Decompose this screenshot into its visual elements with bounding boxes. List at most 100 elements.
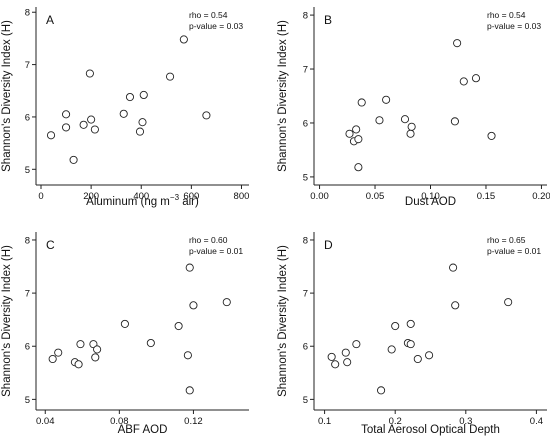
data-point [453,39,462,48]
panel-b: 5 6 7 8 0.00 0.05 0.10 0.15 0.20 B rho = 0.54p-val… [277,7,550,208]
data-point [90,125,99,134]
data-point [406,319,415,328]
data-point [91,353,100,362]
x-tick-label: 0.05 [366,191,385,202]
data-point [93,345,102,354]
data-point [54,348,63,357]
y-tick-label: 6 [25,112,30,123]
y-tick-label: 7 [303,65,308,76]
y-tick-label: 7 [303,289,308,300]
panel-label: B [324,13,332,27]
rho-label: rho = 0.60 [189,235,228,245]
data-point [400,115,410,124]
x-tick-label: 600 [183,191,199,202]
y-tick-label: 5 [303,395,308,406]
data-point [69,155,78,164]
y-tick-label: 8 [303,11,308,22]
y-axis-title: Shannon's Diversity Index (H) [1,245,13,397]
x-tick-label: 0.10 [421,191,440,202]
y-tick-label: 6 [303,118,308,129]
y-axis-title: Shannon's Diversity Index (H) [277,245,289,397]
data-point [391,321,400,331]
y-tick-label: 7 [25,289,30,300]
data-point [327,352,336,361]
data-point [352,340,361,349]
rho-label: rho = 0.54 [487,10,526,20]
y-tick-label: 7 [25,60,30,71]
data-point [504,298,513,307]
data-point [48,354,57,364]
x-tick-label: 0.15 [477,191,496,202]
panel-c: 5 6 7 8 0.04 0.08 0.12 C rho = 0.60p-value = 0.0… [1,232,249,436]
x-tick-label: 800 [234,191,250,202]
data-point [382,95,391,104]
x-axis-title: ABF AOD [118,424,168,436]
data-point [352,125,361,134]
p-value-label: p-value = 0.03 [487,21,541,31]
data-point [413,354,422,364]
data-point [146,339,155,348]
x-tick-label: 0.20 [532,191,550,202]
data-point [341,348,350,357]
x-tick-label: 400 [133,191,149,202]
data-point [406,129,415,138]
x-tick-label: 0.1 [318,416,331,427]
y-tick-label: 8 [25,8,30,19]
y-tick-label: 5 [25,395,30,406]
data-point [343,358,352,367]
data-point [62,110,71,119]
data-point [357,98,366,107]
data-point [138,118,147,127]
data-point [451,301,460,310]
data-point [183,351,192,360]
data-point [345,129,354,138]
x-tick-label: 0 [38,191,43,202]
data-point [125,92,135,102]
data-point [487,131,496,140]
x-tick-label: 0.2 [389,416,402,427]
x-tick-label: 0.12 [184,416,203,427]
data-point [139,90,148,100]
x-axis-title: Total Aerosol Optical Depth [361,424,500,436]
panel-label: D [324,238,333,252]
y-tick-label: 5 [303,172,308,183]
data-point [174,321,183,331]
x-tick-label: 0.04 [36,416,55,427]
x-tick-label: 200 [83,191,99,202]
data-point [354,135,363,144]
y-tick-label: 8 [25,235,30,246]
data-point [76,340,85,349]
x-tick-label: 0.00 [310,191,329,202]
panel-d: 5 6 7 8 0.1 0.2 0.3 0.4 D rho = 0.65p-value = 0.0… [277,232,547,436]
data-point [377,386,386,395]
x-tick-label: 0.08 [110,416,129,427]
data-point [331,360,340,369]
data-point [450,117,459,126]
data-point [387,345,396,354]
rho-label: rho = 0.54 [189,10,228,20]
y-tick-label: 6 [303,342,308,353]
rho-label: rho = 0.65 [487,235,526,245]
data-point [74,360,83,369]
data-point [185,386,194,395]
x-tick-label: 0.3 [459,416,472,427]
data-point [85,69,94,78]
p-value-label: p-value = 0.01 [487,246,541,256]
x-axis-title: Aluminum (ng m−3 air) [86,193,199,208]
data-point [375,116,384,125]
data-point [202,111,211,120]
x-tick-label: 0.4 [530,416,543,427]
data-point [407,122,416,131]
data-point [459,77,468,86]
data-point [179,35,188,44]
panel-label: A [46,13,54,27]
y-tick-label: 8 [303,235,308,246]
data-point [120,319,129,328]
y-axis-title: Shannon's Diversity Index (H) [1,20,13,172]
panel-a: 5 6 7 8 0 200 400 600 800 A rho = 0.54p-value = 0.… [1,7,249,208]
data-point [425,351,434,360]
y-tick-label: 6 [25,342,30,353]
p-value-label: p-value = 0.01 [189,246,243,256]
data-point [406,340,415,349]
